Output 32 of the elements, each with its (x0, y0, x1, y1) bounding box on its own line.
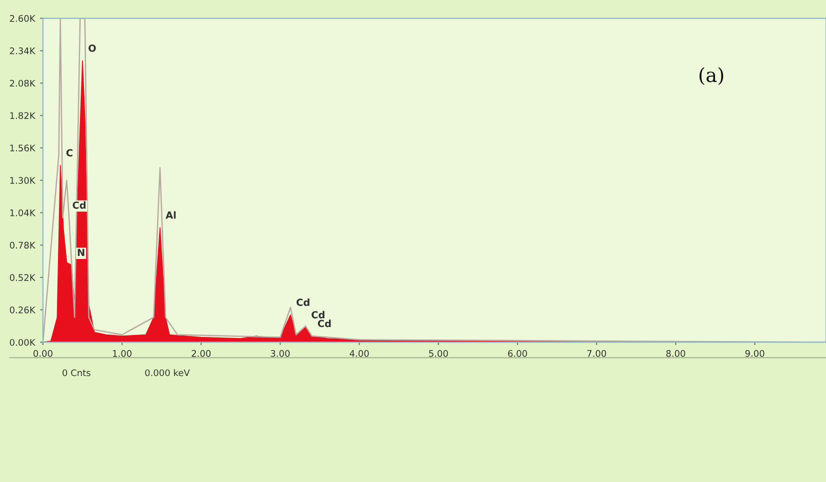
x-tick-label: 8.00 (666, 350, 686, 357)
x-tick-label: 0.00 (33, 350, 52, 357)
annotation: Cd (312, 310, 324, 318)
x-tick-label: 2.00 (192, 350, 211, 357)
x-tick-label: 5.00 (429, 350, 448, 357)
y-tick-label: 2.08K (10, 80, 36, 87)
annotation: Cd (296, 298, 310, 306)
y-tick-label: 1.82K (10, 112, 36, 120)
text: 0.000 keV (145, 369, 190, 376)
y-tick-label: 0.52K (10, 274, 36, 281)
annotation: O (88, 44, 96, 52)
x-tick-label: 1.00 (112, 350, 132, 357)
annotation: Al (166, 211, 176, 219)
annotation: Cd (318, 320, 331, 328)
text: 0 Cnts (62, 369, 90, 376)
y-tick-label: 2.34K (10, 47, 36, 54)
annotation: Cd (72, 201, 86, 209)
x-tick-label: 6.00 (508, 350, 527, 357)
annotation: C (66, 149, 72, 156)
annotation: N (78, 248, 84, 256)
y-tick-label: 1.04K (10, 209, 36, 216)
y-tick-label: 0.26K (10, 306, 36, 314)
y-tick-label: 0.78K (10, 242, 36, 249)
y-tick-label: 1.56K (10, 144, 36, 152)
y-tick-label: 1.30K (10, 177, 36, 184)
annotation: (a) (700, 67, 724, 85)
y-tick-label: 2.60K (10, 15, 36, 22)
x-tick-label: 3.00 (270, 350, 290, 357)
x-tick-label: 9.00 (745, 350, 764, 357)
x-tick-label: 7.00 (587, 350, 606, 357)
x-tick-label: 4.00 (350, 350, 369, 357)
y-tick-label: 0.00K (10, 338, 36, 346)
